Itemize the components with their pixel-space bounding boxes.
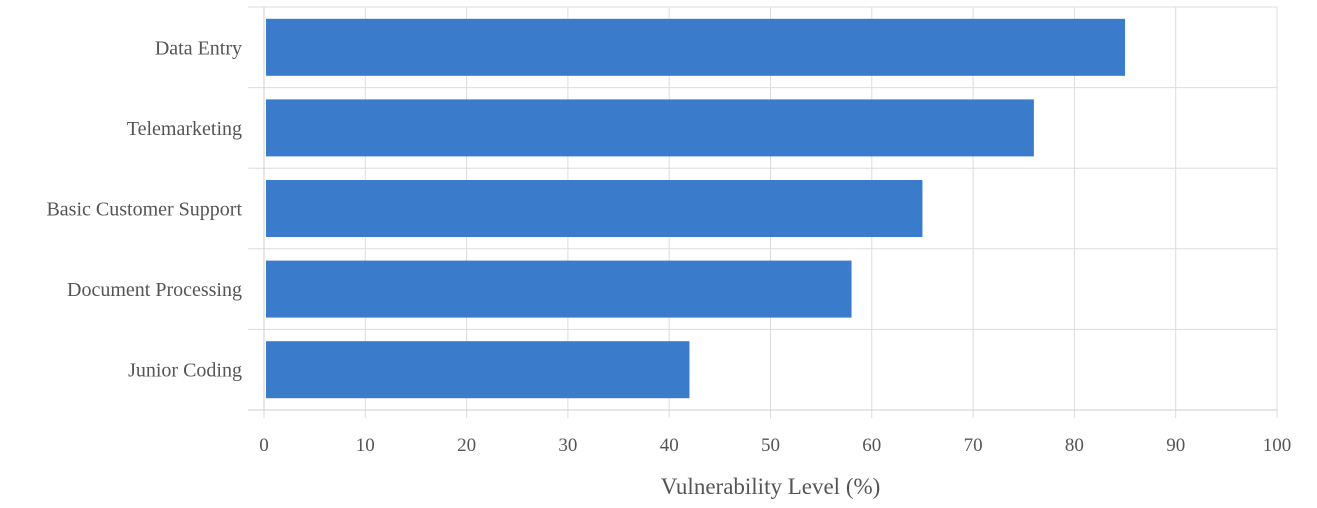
x-tick-label: 0: [259, 435, 269, 456]
bar: [266, 260, 852, 318]
x-tick-label: 90: [1166, 435, 1185, 456]
category-label: Basic Customer Support: [46, 199, 242, 221]
bar: [266, 99, 1034, 157]
category-label: Data Entry: [155, 37, 242, 59]
x-tick-label: 80: [1065, 435, 1084, 456]
category-label: Junior Coding: [128, 360, 242, 382]
x-tick-label: 70: [964, 435, 983, 456]
bar: [266, 18, 1126, 76]
labels: Data Entry Telemarketing Basic Customer Su…: [46, 37, 1291, 456]
axes: [248, 7, 1277, 411]
bars: [266, 18, 1126, 399]
x-tick-label: 50: [761, 435, 780, 456]
category-label: Telemarketing: [127, 118, 242, 140]
x-tick-label: 10: [356, 435, 375, 456]
x-tick-label: 30: [558, 435, 577, 456]
x-tick-label: 60: [862, 435, 881, 456]
category-label: Document Processing: [67, 279, 242, 301]
x-tick-label: 20: [457, 435, 476, 456]
bar: [266, 180, 923, 237]
x-tick-label: 100: [1263, 435, 1292, 456]
bar: [266, 341, 690, 399]
x-tick-label: 40: [660, 435, 679, 456]
x-axis-title: Vulnerability Level (%): [661, 474, 881, 499]
